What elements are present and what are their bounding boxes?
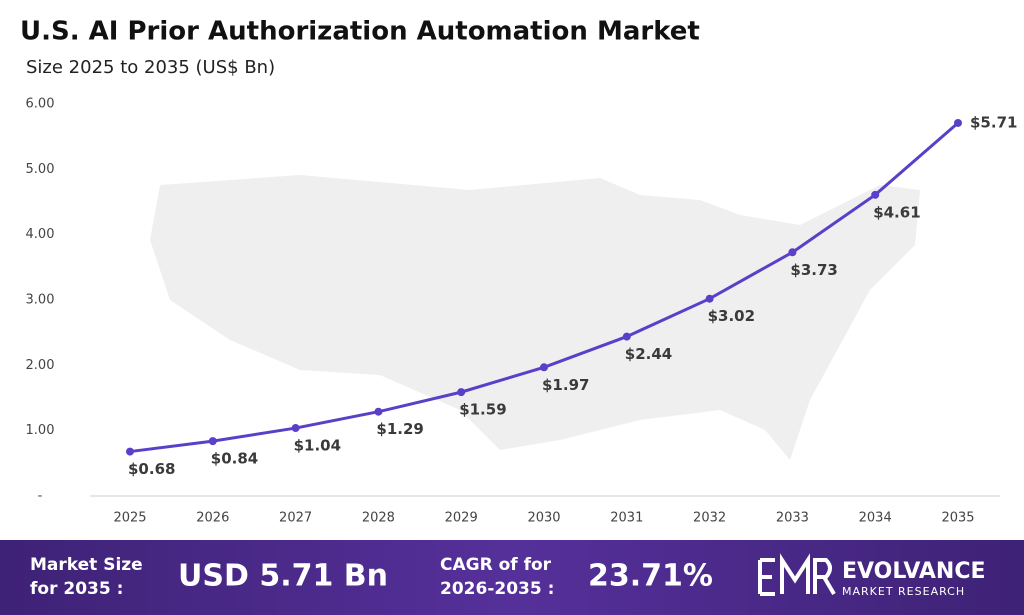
x-tick-label: 2025 bbox=[113, 511, 146, 526]
x-tick-label: 2026 bbox=[196, 511, 229, 526]
map-decoration bbox=[150, 175, 920, 460]
y-tick-label: - bbox=[38, 489, 43, 504]
value-label: $0.84 bbox=[211, 450, 258, 468]
footer-value: 23.71% bbox=[588, 559, 713, 594]
value-label: $1.29 bbox=[376, 420, 423, 438]
value-label: $5.71 bbox=[970, 113, 1017, 131]
x-tick-label: 2032 bbox=[693, 511, 726, 526]
y-tick-label: 6.00 bbox=[26, 97, 55, 112]
y-tick-label: 4.00 bbox=[26, 227, 55, 242]
point bbox=[622, 332, 631, 341]
brand-sub: MARKET RESEARCH bbox=[842, 585, 965, 598]
y-tick-label: 2.00 bbox=[26, 358, 55, 373]
value-label: $0.68 bbox=[128, 460, 175, 478]
footer-label: for 2035 : bbox=[30, 579, 123, 599]
chart-title: U.S. AI Prior Authorization Automation M… bbox=[20, 17, 700, 47]
footer-label: Market Size bbox=[30, 555, 143, 575]
footer-label: CAGR of for bbox=[440, 555, 552, 575]
x-tick-label: 2035 bbox=[941, 511, 974, 526]
point bbox=[788, 248, 797, 257]
x-tick-label: 2034 bbox=[859, 511, 892, 526]
value-label: $4.61 bbox=[873, 203, 920, 221]
point bbox=[705, 294, 714, 303]
value-label: $1.59 bbox=[459, 401, 506, 419]
value-label: $3.02 bbox=[708, 307, 755, 325]
footer-value: USD 5.71 Bn bbox=[178, 559, 388, 594]
x-tick-label: 2029 bbox=[445, 511, 478, 526]
point bbox=[457, 388, 466, 397]
footer-label: 2026-2035 : bbox=[440, 579, 554, 599]
point bbox=[954, 118, 962, 127]
value-label: $1.04 bbox=[294, 437, 341, 455]
point bbox=[291, 424, 300, 433]
x-tick-label: 2031 bbox=[610, 511, 643, 526]
footer-band bbox=[0, 540, 1024, 615]
value-label: $2.44 bbox=[625, 345, 672, 363]
y-tick-label: 1.00 bbox=[26, 423, 55, 438]
x-tick-label: 2028 bbox=[362, 511, 395, 526]
x-tick-label: 2033 bbox=[776, 511, 809, 526]
x-tick-label: 2030 bbox=[527, 511, 560, 526]
point bbox=[871, 190, 880, 199]
y-tick-label: 5.00 bbox=[26, 162, 55, 177]
point bbox=[374, 407, 383, 416]
value-label: $1.97 bbox=[542, 376, 589, 394]
point bbox=[126, 447, 134, 456]
chart-subtitle: Size 2025 to 2035 (US$ Bn) bbox=[26, 57, 275, 78]
value-label: $3.73 bbox=[790, 261, 837, 279]
brand-name: EVOLVANCE bbox=[842, 559, 986, 584]
y-tick-label: 3.00 bbox=[26, 293, 55, 308]
point bbox=[208, 437, 217, 446]
x-tick-label: 2027 bbox=[279, 511, 312, 526]
point bbox=[540, 363, 548, 372]
logo-mark bbox=[758, 553, 836, 596]
